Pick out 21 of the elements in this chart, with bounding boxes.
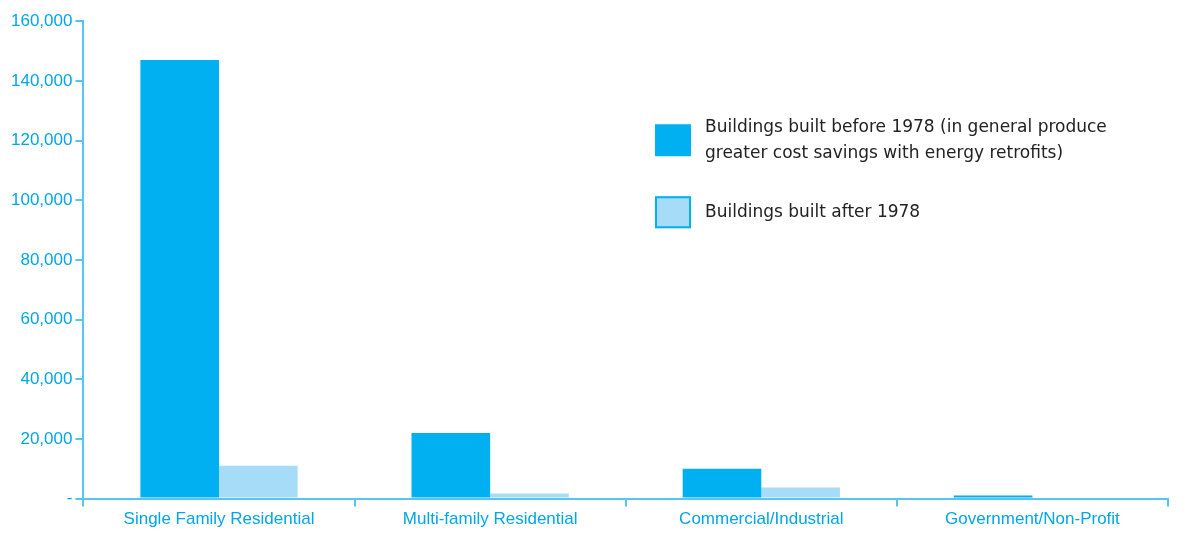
y-tick-label: 80,000	[20, 249, 73, 269]
bar	[140, 59, 220, 498]
bar	[490, 493, 569, 498]
x-tick-label: Commercial/Industrial	[679, 509, 844, 529]
x-tick-label: Government/Non-Profit	[945, 509, 1121, 529]
legend-label: Buildings built after 1978	[705, 200, 921, 221]
bar	[682, 468, 762, 498]
bar	[411, 432, 491, 498]
bar	[761, 487, 840, 498]
y-tick-label: 20,000	[20, 428, 73, 448]
y-tick-label: 140,000	[11, 70, 73, 90]
bar	[219, 465, 298, 498]
y-tick-label: 40,000	[20, 368, 73, 388]
x-tick-label: Multi-family Residential	[402, 509, 578, 529]
y-tick-label: 60,000	[20, 309, 73, 329]
y-tick-label: -	[66, 488, 73, 508]
x-tick-label: Single Family Residential	[123, 509, 315, 529]
y-tick-label: 160,000	[11, 10, 73, 30]
y-tick-label: 100,000	[11, 189, 73, 209]
legend-label: Buildings built before 1978 (in general produce greater cost savings with energy retrofits)	[705, 115, 1107, 162]
y-tick-label: 120,000	[11, 130, 73, 150]
